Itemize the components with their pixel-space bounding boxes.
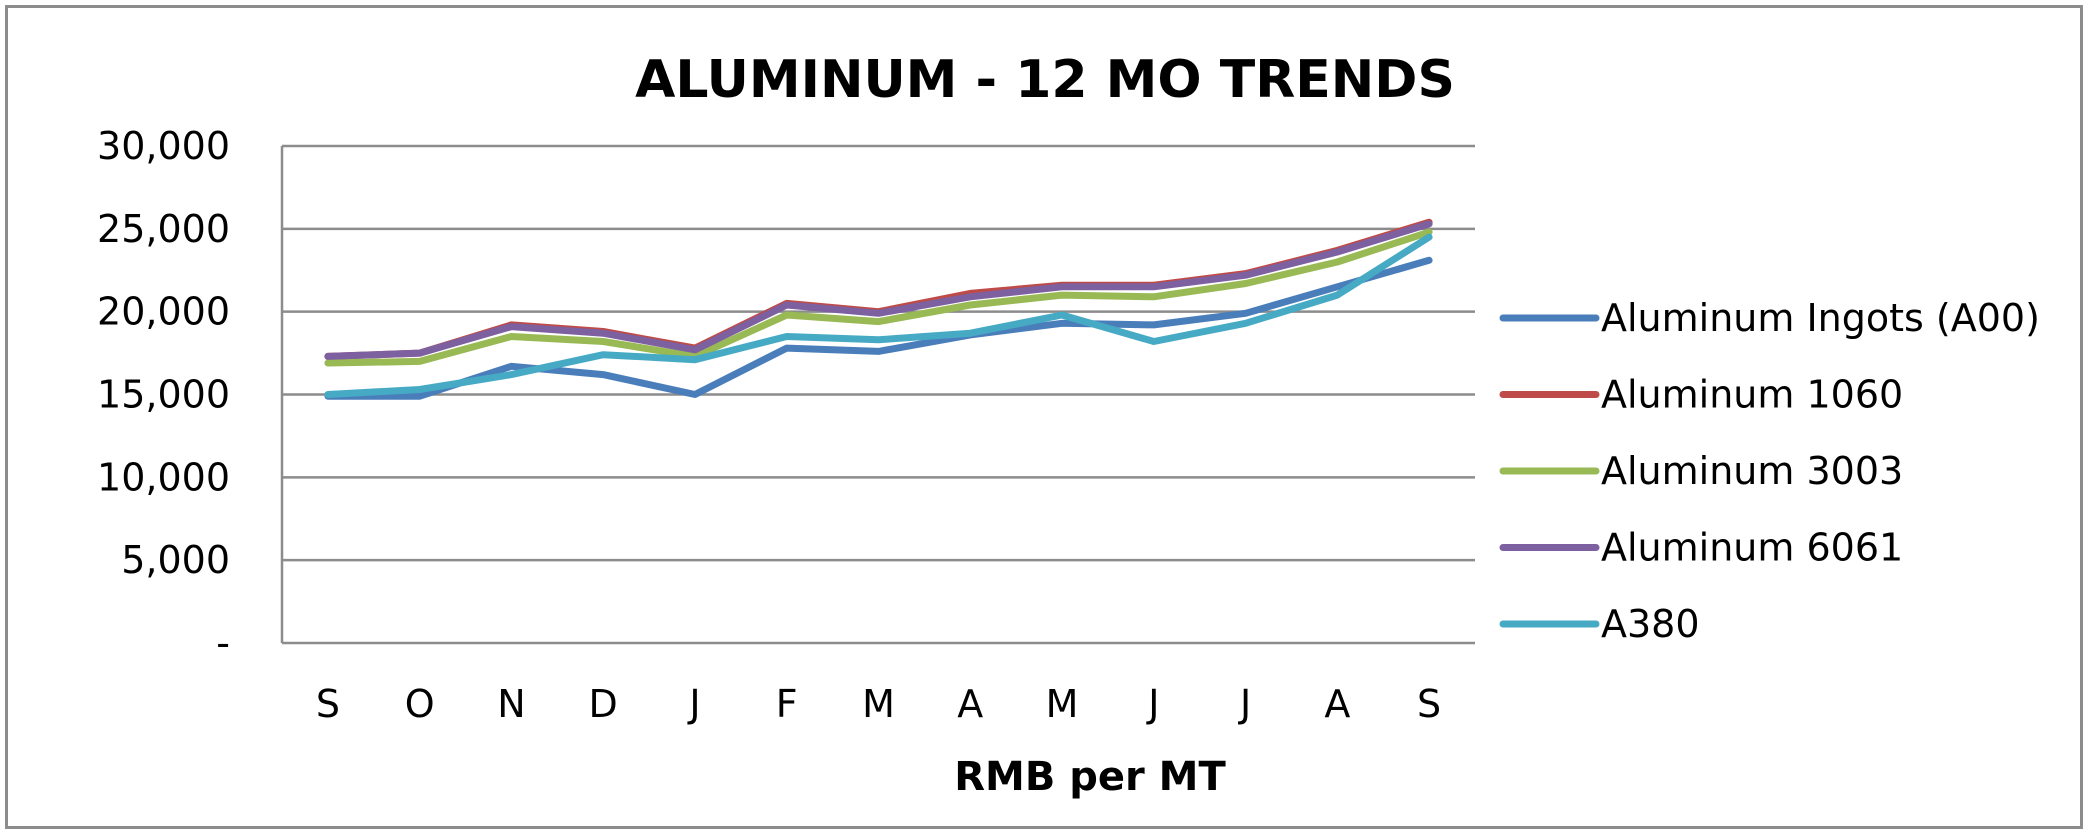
axes [280,146,1475,645]
series-line [324,233,1433,398]
series-line [324,256,1433,400]
legend-label: Aluminum 1060 [1601,373,1903,417]
x-tick-label: S [1417,682,1441,726]
y-tick-label: 15,000 [97,373,230,417]
x-axis-title: RMB per MT [954,754,1226,800]
y-tick-label: - [216,621,230,665]
x-tick-label: A [1324,682,1350,726]
series-line [324,228,1433,367]
series-line [324,220,1433,360]
chart-frame [5,5,2083,829]
x-tick-label: N [497,682,525,726]
x-tick-label: M [1046,682,1079,726]
chart-title: ALUMINUM - 12 MO TRENDS [635,50,1455,110]
series-line [324,218,1433,360]
y-tick-label: 25,000 [97,207,230,251]
x-tick-label: D [589,682,618,726]
grid-lines [282,144,1475,562]
legend-label: A380 [1601,602,1700,646]
legend-label: Aluminum Ingots (A00) [1601,296,2040,340]
y-tick-label: 5,000 [121,538,230,582]
y-tick-label: 30,000 [97,124,230,168]
x-tick-label: F [776,682,798,726]
x-tick-label: J [1238,682,1251,726]
x-tick-label: J [687,682,700,726]
x-tick-label: S [316,682,340,726]
series-lines [324,218,1433,400]
legend-label: Aluminum 3003 [1601,449,1903,493]
y-axis-ticks: - 5,000 10,000 15,000 20,000 25,000 30,000 [97,124,230,665]
x-tick-label: M [862,682,895,726]
legend-label: Aluminum 6061 [1601,526,1903,570]
legend: Aluminum Ingots (A00) Aluminum 1060 Alumin… [1499,296,2040,646]
y-tick-label: 10,000 [97,455,230,499]
x-tick-label: J [1146,682,1159,726]
x-tick-label: A [957,682,983,726]
x-tick-label: O [405,682,435,726]
y-tick-label: 20,000 [97,290,230,334]
